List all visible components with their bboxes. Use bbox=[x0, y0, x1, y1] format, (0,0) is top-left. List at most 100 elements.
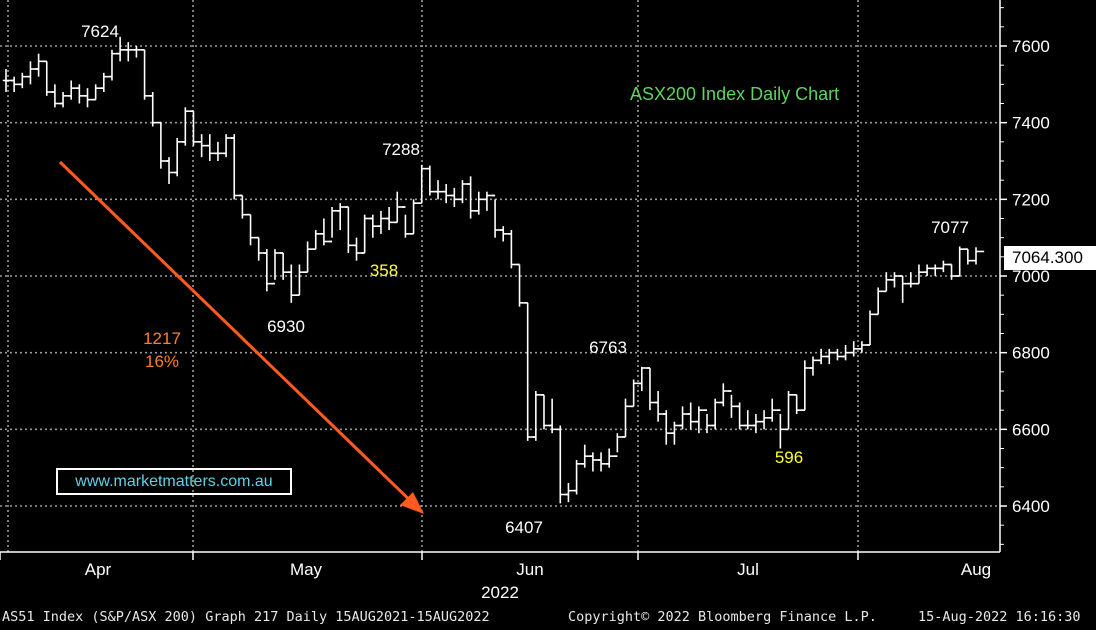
ohlc-bar bbox=[141, 49, 153, 100]
footer-copyright: Copyright© 2022 Bloomberg Finance L.P. bbox=[568, 609, 877, 625]
ohlc-bar bbox=[565, 483, 577, 503]
ohlc-bar bbox=[76, 84, 88, 104]
ohlc-bar bbox=[59, 92, 72, 108]
ohlc-bar bbox=[483, 191, 496, 211]
footer-security: AS51 Index (S&P/ASX 200) Graph 217 Daily… bbox=[2, 609, 490, 625]
x-tick-label: Jul bbox=[737, 560, 759, 579]
ohlc-bar bbox=[206, 134, 218, 161]
x-tick-label: Apr bbox=[85, 560, 112, 579]
ohlc-bar bbox=[883, 272, 895, 293]
ohlc-bar bbox=[516, 263, 528, 307]
annotation-label: 6407 bbox=[505, 518, 543, 537]
ohlc-bar bbox=[793, 394, 805, 414]
ohlc-bar bbox=[328, 207, 341, 243]
ohlc-bar bbox=[255, 236, 267, 261]
ohlc-bar bbox=[646, 367, 659, 411]
ohlc-bar bbox=[296, 264, 308, 296]
ohlc-bar bbox=[622, 398, 634, 438]
trend-arrow-line bbox=[58, 160, 422, 512]
ohlc-bar bbox=[524, 302, 536, 441]
ohlc-bar bbox=[605, 448, 618, 468]
annotation-label: 16% bbox=[145, 352, 179, 371]
ohlc-bar bbox=[288, 264, 300, 303]
ohlc-bar bbox=[891, 272, 903, 288]
y-tick-label: 7200 bbox=[1012, 190, 1050, 209]
ohlc-bar bbox=[728, 390, 740, 418]
ohlc-bar bbox=[508, 230, 520, 269]
ohlc-bar bbox=[540, 394, 553, 430]
ohlc-bar bbox=[385, 207, 398, 230]
ohlc-bar bbox=[442, 184, 455, 204]
ohlc-bar bbox=[451, 187, 463, 207]
ohlc-bar bbox=[956, 246, 968, 277]
ohlc-bar bbox=[679, 406, 691, 430]
ohlc-bar bbox=[597, 452, 610, 472]
trend-arrow-head bbox=[400, 492, 424, 514]
y-tick-label: 6800 bbox=[1012, 344, 1050, 363]
ohlc-bar bbox=[92, 84, 104, 101]
ohlc-bar bbox=[687, 402, 699, 430]
annotations: 7624 6930 7288 358 6407 6763 596 7077 1217 16% bbox=[81, 22, 969, 537]
y-tick-label: 7600 bbox=[1012, 37, 1050, 56]
annotation-label: 7077 bbox=[931, 218, 969, 237]
y-tick-label: 6400 bbox=[1012, 497, 1050, 516]
annotation-label: 7624 bbox=[81, 22, 119, 41]
ohlc-bar bbox=[834, 348, 846, 361]
ohlc-bar bbox=[752, 414, 765, 434]
ohlc-bar bbox=[304, 241, 316, 273]
ohlc-bar bbox=[858, 341, 871, 353]
annotation-label: 6763 bbox=[589, 338, 627, 357]
ohlc-bar bbox=[361, 214, 373, 254]
annotation-label: 596 bbox=[775, 448, 803, 467]
ohlc-bar bbox=[19, 72, 31, 89]
annotation-label: 6930 bbox=[267, 317, 305, 336]
trend-arrow bbox=[58, 160, 424, 514]
ohlc-bar bbox=[230, 134, 243, 200]
year-label: 2022 bbox=[481, 583, 519, 602]
ohlc-bar bbox=[271, 249, 284, 285]
ohlc-bar bbox=[67, 80, 80, 100]
ohlc-bar bbox=[434, 180, 447, 200]
ohlc-bar bbox=[410, 199, 422, 235]
ohlc-bar bbox=[964, 248, 976, 265]
ohlc-bar bbox=[165, 157, 178, 184]
ohlc-bar bbox=[100, 72, 112, 92]
footer-bar: AS51 Index (S&P/ASX 200) Graph 217 Daily… bbox=[0, 606, 1096, 630]
ohlc-bar bbox=[247, 213, 259, 246]
ohlc-bar bbox=[785, 391, 797, 431]
website-link[interactable]: www.marketmatters.com.au bbox=[56, 468, 292, 495]
ohlc-bar bbox=[149, 92, 161, 127]
ohlc-bar bbox=[377, 210, 390, 234]
ohlc-bar bbox=[182, 107, 194, 146]
ohlc-bar bbox=[573, 460, 585, 495]
x-tick-label: Aug bbox=[961, 560, 991, 579]
ohlc-bar bbox=[532, 391, 544, 441]
ohlc-bar bbox=[589, 452, 602, 472]
y-tick-label: 7400 bbox=[1012, 114, 1050, 133]
ohlc-bar bbox=[923, 264, 936, 276]
ohlc-bar bbox=[418, 164, 430, 204]
chart-title: ASX200 Index Daily Chart bbox=[630, 84, 840, 104]
x-axis: Apr May Jun Jul Aug 2022 bbox=[0, 551, 1000, 602]
ohlc-bar bbox=[35, 53, 47, 77]
ohlc-bar bbox=[826, 348, 838, 365]
ohlc-bar bbox=[972, 247, 985, 265]
y-tick-label: 7000 bbox=[1012, 267, 1050, 286]
grid-lines bbox=[0, 0, 1000, 552]
ohlc-bar bbox=[43, 60, 55, 96]
ohlc-bar bbox=[312, 230, 324, 250]
ohlc-bar bbox=[907, 272, 919, 288]
ohlc-bar bbox=[654, 391, 667, 422]
annotation-label: 1217 bbox=[143, 329, 181, 348]
ohlc-bar bbox=[27, 61, 39, 85]
ohlc-bar bbox=[931, 264, 944, 276]
ohlc-bar bbox=[809, 356, 822, 376]
ohlc-bar bbox=[214, 141, 227, 161]
ohlc-bar bbox=[940, 260, 952, 273]
annotation-label: 7288 bbox=[382, 140, 420, 159]
ohlc-bar bbox=[720, 383, 732, 407]
ohlc-bar bbox=[125, 42, 137, 62]
ohlc-bar bbox=[662, 410, 675, 445]
last-price-label: 7064.300 bbox=[1004, 246, 1096, 270]
